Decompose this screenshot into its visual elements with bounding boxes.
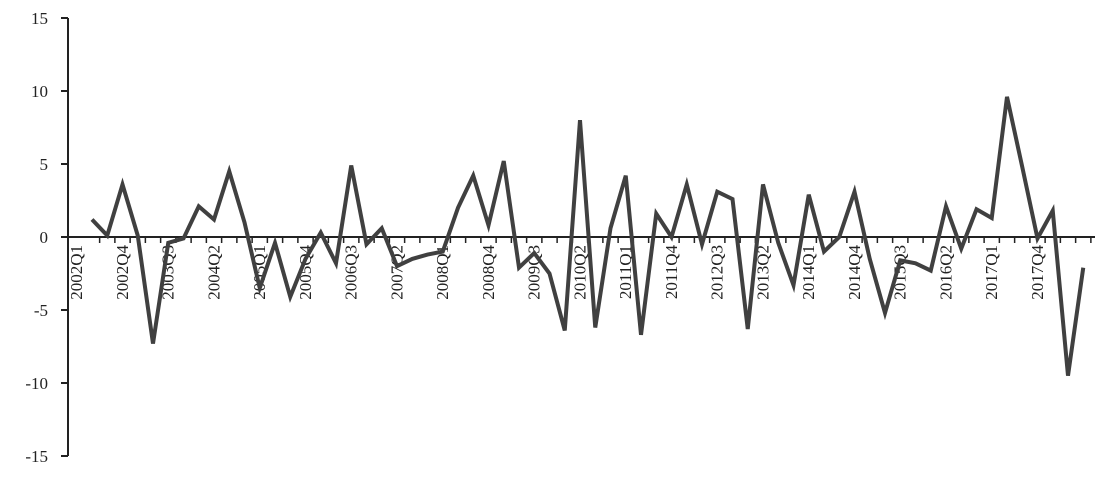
x-tick-label: 2008Q4	[479, 245, 498, 300]
data-line	[90, 96, 1086, 376]
x-tick-label: 2008Q1	[433, 245, 452, 300]
x-tick-label: 2012Q3	[708, 245, 727, 300]
x-tick-label: 2013Q2	[753, 245, 772, 300]
y-tick-label: -5	[34, 301, 48, 320]
x-tick-label: 2010Q2	[570, 245, 589, 300]
y-tick-label: 0	[40, 228, 49, 247]
y-tick-label: -15	[25, 447, 48, 466]
x-tick-label: 2002Q1	[67, 245, 86, 300]
x-tick-label: 2015Q3	[891, 245, 910, 300]
x-tick-label: 2014Q1	[799, 245, 818, 300]
y-tick-label: 15	[31, 9, 48, 28]
x-tick-label: 2017Q1	[982, 245, 1001, 300]
x-tick-label: 2005Q4	[296, 245, 315, 300]
x-tick-label: 2014Q4	[845, 245, 864, 300]
x-tick-label: 2004Q2	[204, 245, 223, 300]
y-tick-label: 10	[31, 82, 48, 101]
x-tick-label: 2011Q1	[616, 245, 635, 299]
y-tick-label: -10	[25, 374, 48, 393]
x-tick-label: 2016Q2	[936, 245, 955, 300]
x-tick-label: 2002Q4	[113, 245, 132, 300]
x-tick-label: 2011Q4	[662, 245, 681, 300]
x-tick-label: 2017Q4	[1028, 245, 1047, 300]
y-tick-label: 5	[40, 155, 49, 174]
x-tick-label: 2006Q3	[342, 245, 361, 300]
